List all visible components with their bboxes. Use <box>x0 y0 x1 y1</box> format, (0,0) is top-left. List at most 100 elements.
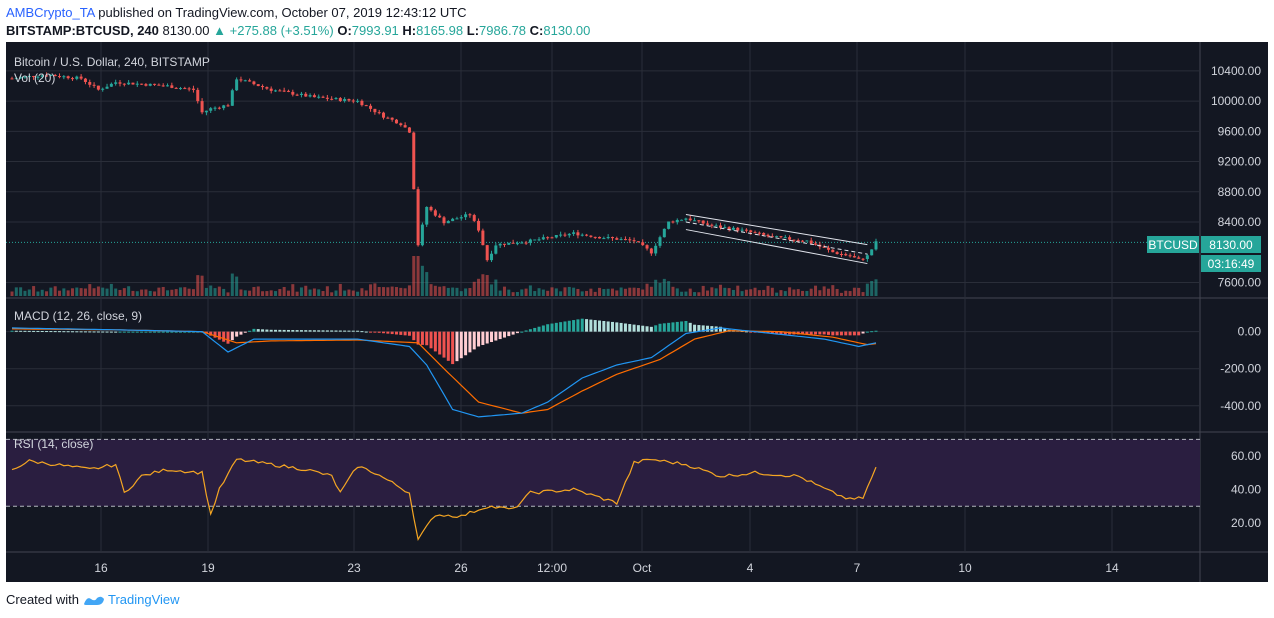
volume-bar <box>645 283 649 296</box>
candle-body <box>278 90 282 92</box>
macd-pane[interactable] <box>6 298 1200 432</box>
volume-bar <box>153 291 157 296</box>
price-axis-pane[interactable] <box>1200 42 1268 582</box>
macd-histogram-bar <box>671 322 675 332</box>
macd-histogram-bar <box>14 330 18 332</box>
macd-histogram-bar <box>520 331 524 333</box>
volume-bar <box>347 289 351 296</box>
volume-bar <box>593 291 597 296</box>
macd-histogram-bar <box>585 319 589 332</box>
volume-bar <box>502 286 506 296</box>
volume-bar <box>753 287 757 296</box>
volume-bar <box>667 281 671 296</box>
macd-histogram-bar <box>70 331 74 333</box>
candle-body <box>550 237 554 239</box>
volume-bar <box>680 291 684 296</box>
candle-body <box>576 232 580 236</box>
macd-histogram-bar <box>140 331 144 333</box>
candle-body <box>520 242 524 244</box>
candle-body <box>261 86 265 88</box>
macd-histogram-bar <box>844 331 848 336</box>
volume-bar <box>528 285 532 296</box>
macd-histogram-bar <box>96 331 100 333</box>
macd-histogram-bar <box>701 325 705 332</box>
close-label: C: <box>529 23 544 38</box>
macd-histogram-bar <box>330 330 334 332</box>
time-axis-pane[interactable] <box>6 552 1200 582</box>
macd-histogram-bar <box>636 325 640 332</box>
candle-body <box>135 83 139 85</box>
price-tick-label: 9200.00 <box>1218 155 1262 169</box>
volume-bar <box>243 290 247 296</box>
macd-histogram-bar <box>127 331 131 333</box>
tradingview-brand[interactable]: TradingView <box>83 592 180 607</box>
candle-body <box>403 125 407 128</box>
volume-bar <box>127 286 131 296</box>
descending-channel[interactable] <box>685 213 868 265</box>
candle-body <box>511 242 515 244</box>
author-link[interactable]: AMBCrypto_TA <box>6 5 95 20</box>
macd-histogram-bar <box>239 331 243 335</box>
volume-bar <box>606 288 610 296</box>
volume-bar <box>407 285 411 296</box>
macd-histogram-bar <box>187 331 191 333</box>
candle-body <box>455 218 459 220</box>
macd-histogram-bar <box>114 331 118 333</box>
candle-body <box>425 206 429 225</box>
candle-body <box>360 100 364 106</box>
volume-bar <box>835 288 839 296</box>
rsi-line <box>11 458 877 542</box>
macd-histogram-bar <box>706 325 710 332</box>
candle-body <box>161 85 165 87</box>
volume-bar <box>53 286 57 296</box>
volume-bar <box>325 286 329 296</box>
candle-body <box>377 112 381 114</box>
time-tick-label: 16 <box>94 561 108 575</box>
volume-bar <box>468 288 472 296</box>
volume-bar <box>649 286 653 296</box>
candle-body <box>140 83 144 85</box>
macd-histogram-bar <box>801 331 805 335</box>
volume-bar <box>377 287 381 296</box>
volume-bar <box>96 286 100 296</box>
candle-body <box>183 88 187 90</box>
candle-body <box>658 237 662 246</box>
macd-histogram-bar <box>628 324 632 332</box>
candle-body <box>217 107 221 109</box>
candle-body <box>779 236 783 238</box>
price-pane[interactable] <box>6 42 1200 298</box>
volume-bar <box>520 289 524 296</box>
volume-bar <box>334 290 338 296</box>
volume-bar <box>507 289 511 296</box>
candle-body <box>105 86 109 89</box>
macd-tick-label: 0.00 <box>1238 325 1262 339</box>
candle-body <box>338 98 342 101</box>
macd-histogram-bar <box>485 331 489 344</box>
volume-bar <box>684 291 688 296</box>
volume-bar <box>706 290 710 296</box>
ohlc-line: BITSTAMP:BTCUSD, 240 8130.00 ▲ +275.88 (… <box>6 22 590 40</box>
candle-body <box>399 123 403 126</box>
candle-body <box>792 239 796 241</box>
candle-body <box>429 206 433 211</box>
macd-histogram-bar <box>481 331 485 345</box>
candle-body <box>351 100 355 102</box>
candle-body <box>541 237 545 240</box>
candle-body <box>559 234 563 236</box>
candle-body <box>75 76 79 79</box>
macd-histogram-bar <box>537 326 541 332</box>
macd-histogram-bar <box>718 326 722 332</box>
countdown-tag <box>1201 255 1261 272</box>
volume-bar <box>585 290 589 296</box>
macd-histogram-bar <box>338 330 342 332</box>
volume-bar <box>200 275 204 296</box>
volume-bar <box>23 290 27 296</box>
candle-body <box>762 232 766 235</box>
candle-body <box>356 100 360 102</box>
macd-histogram-bar <box>135 331 139 333</box>
macd-histogram-bar <box>36 330 40 332</box>
macd-histogram-bar <box>576 319 580 332</box>
symbol-tag <box>1147 236 1199 253</box>
candle-body <box>36 76 40 78</box>
